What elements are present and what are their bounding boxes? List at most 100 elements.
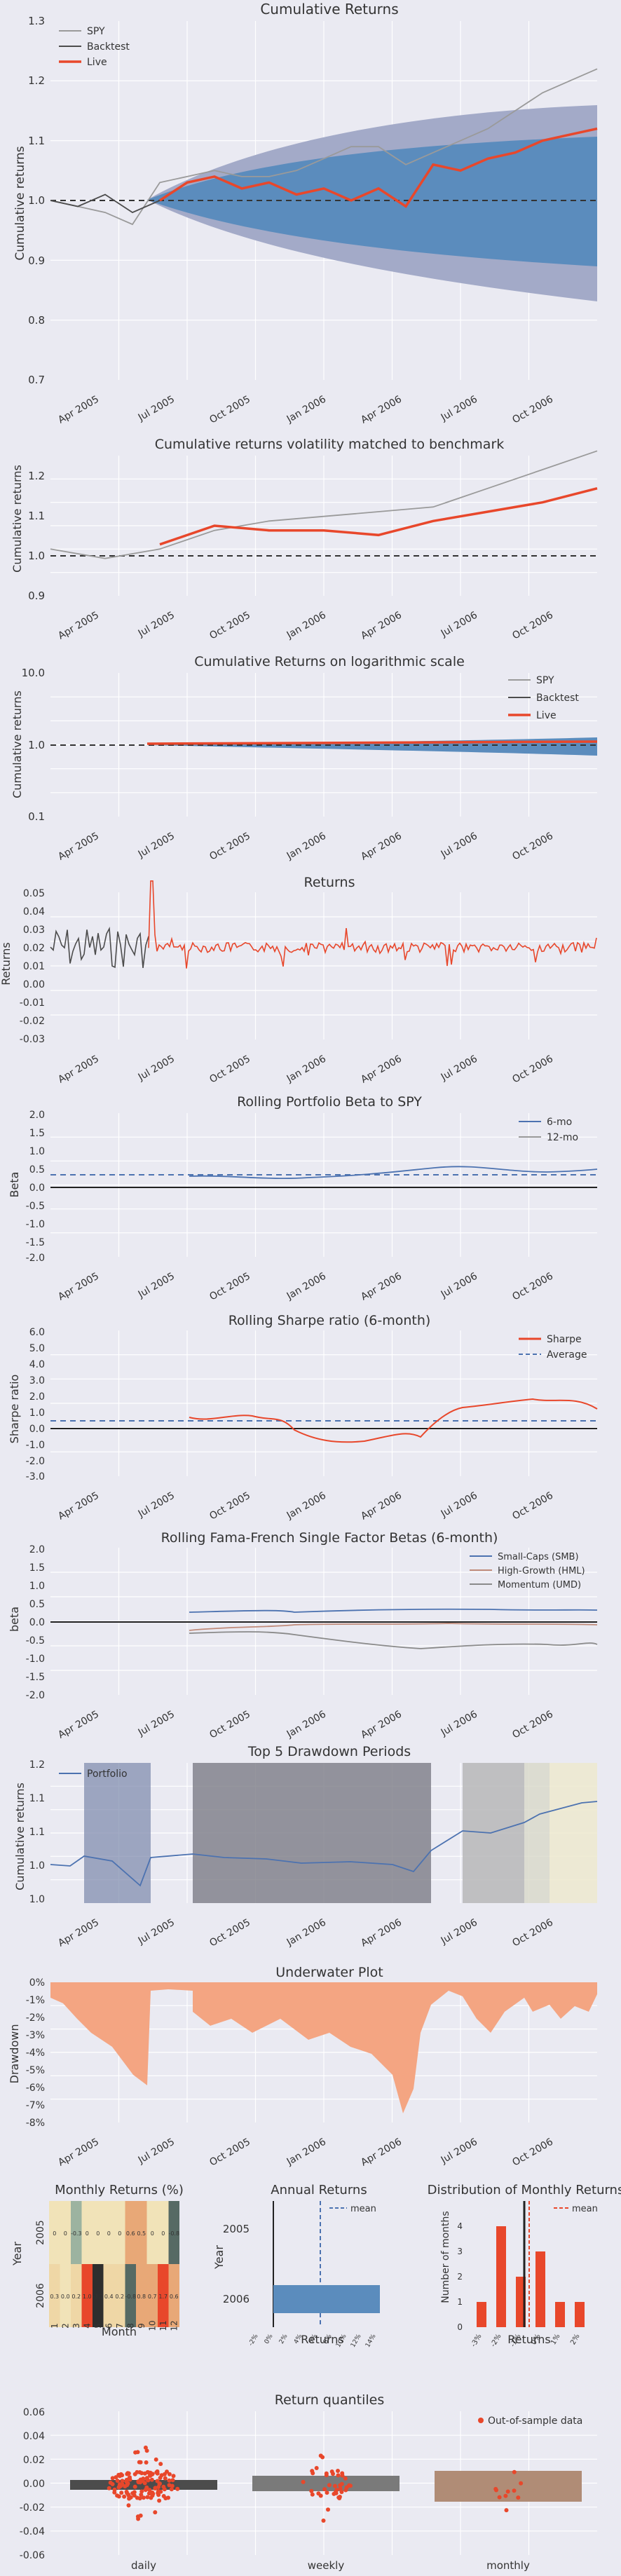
swarm-point [153,2486,158,2490]
swarm-point [512,2469,517,2474]
chart-title: Top 5 Drawdown Periods [247,1744,411,1759]
swarm-point [169,2487,174,2492]
heatmap-value: 0.6 [170,2294,179,2300]
y-tick-label: 1.0 [29,1860,45,1872]
y-tick-label: -5% [26,2065,45,2076]
y-ticks: 0% -1% -2% -3% -4% -5% -6% -7% -8% [26,1977,45,2129]
y-tick-label: -1.0 [26,1654,45,1665]
col-label: 9 [137,2323,146,2329]
heatmap-cell [136,2201,147,2264]
legend-label-average: Average [547,1349,587,1361]
heatmap-value: 0.6 [126,2230,135,2237]
heatmap-cell [60,2264,71,2327]
legend-label-6mo: 6-mo [547,1117,572,1128]
y-ticks: 0 1 2 3 4 [457,2221,463,2332]
heatmap-cell [71,2201,82,2264]
swarm-point [314,2466,319,2470]
legend-label-oos: Out-of-sample data [488,2415,582,2427]
heatmap-cells: 0 0 -0.3 0 0 0 0 0.6 0.5 0 0 -0.80.3 0.0 0.2 1.0 -3.1 0.… [49,2201,179,2327]
swarm-point [138,2460,143,2465]
y-tick-label: 1.1 [29,1827,45,1838]
heatmap-value: 0.8 [137,2294,146,2300]
swarm-point [326,2507,330,2512]
legend-label-12mo: 12-mo [547,1132,578,1143]
heatmap-value: 1.7 [158,2294,168,2300]
drawdown-period-5 [550,1763,597,1903]
y-tick-label: 1.2 [28,470,45,482]
swarm-point [156,2493,161,2497]
col-label: 6 [104,2323,114,2329]
x-axis-label: Returns [507,2333,550,2346]
heatmap-value: 0 [118,2230,121,2237]
y-tick-label: -0.06 [20,2550,45,2561]
swarm-point [336,2473,341,2478]
spy-line [50,450,598,559]
swarm-point [171,2474,176,2479]
y-axis-label: Year [11,2242,24,2266]
swarm-point [333,2483,337,2488]
swarm-point [343,2488,348,2493]
heatmap-value: 0 [86,2230,89,2237]
backtest-line [50,193,161,214]
swarm-point [116,2494,121,2499]
umd-line [189,1631,598,1649]
heatmap-value: 0 [107,2230,111,2237]
heatmap-cell [49,2201,60,2264]
swarm-point [127,2476,132,2481]
y-tick-label: 1.2 [28,74,45,87]
y-tick-label: 3 [457,2247,463,2256]
drawdown-period-3 [463,1763,524,1903]
y-tick-label: -0.03 [20,1034,45,1045]
swarm-point [139,2493,144,2497]
heatmap-value: 1.0 [83,2294,92,2300]
swarm-point [162,2487,167,2492]
swarm-point [141,2495,146,2500]
y-tick-label: 0.9 [28,590,45,602]
swarm-point [163,2472,167,2476]
y-tick-label: 4 [457,2221,463,2231]
y-tick-label: -1.5 [26,1672,45,1683]
heatmap-cell [81,2264,93,2327]
swarm-point [504,2508,509,2513]
y-tick-label: 1.1 [28,510,45,522]
live-line [146,740,598,745]
y-ticks: 0.1 1.0 10.0 [22,667,45,823]
swarm-point [145,2477,149,2482]
y-tick-label: 0.00 [23,979,45,990]
y-axis-label: Cumulative returns [13,146,27,260]
legend-label-mean: mean [350,2204,376,2214]
drawdown-period-2 [193,1763,431,1903]
heatmap-cell [146,2264,158,2327]
x-axis-label: Month [102,2325,137,2338]
heatmap-cell [60,2201,71,2264]
y-tick-label: 1.0 [28,550,45,562]
heatmap-cell [168,2264,179,2327]
y-axis-label: Returns [0,942,13,985]
spy-line [50,68,598,226]
heatmap-value: -3.1 [93,2294,104,2300]
swarm-point [157,2498,162,2503]
y-tick-label: -1% [26,1995,45,2006]
heatmap-value: 0 [151,2230,154,2237]
monthly-distribution-chart: Distribution of Monthly Returns Number o… [428,2183,621,2348]
plot-area [466,2201,596,2327]
heatmap-value: -0.8 [125,2294,136,2300]
legend-label-spy: SPY [536,675,554,686]
y-tick-label: 0.0 [29,1617,45,1628]
heatmap-cell [158,2201,169,2264]
swarm-point [167,2483,172,2488]
swarm-point [127,2495,132,2500]
swarm-point [137,2470,142,2474]
swarm-point [151,2491,156,2496]
y-tick-label: -2% [26,2012,45,2024]
live-line [159,127,598,208]
y-tick-label: 0.03 [23,925,45,936]
return-quantiles-chart: Return quantiles 0.06 0.04 0.02 0.00 -0.… [20,2392,597,2572]
y-tick-label: 2.0 [29,1391,45,1403]
confidence-band-inner [147,137,597,266]
swarm-point [137,2496,142,2501]
heatmap-value: 0.7 [148,2294,157,2300]
swarm-point [110,2482,115,2486]
y-tick-label: 0.0 [29,1424,45,1435]
y-tick-label: 0.05 [23,888,45,899]
